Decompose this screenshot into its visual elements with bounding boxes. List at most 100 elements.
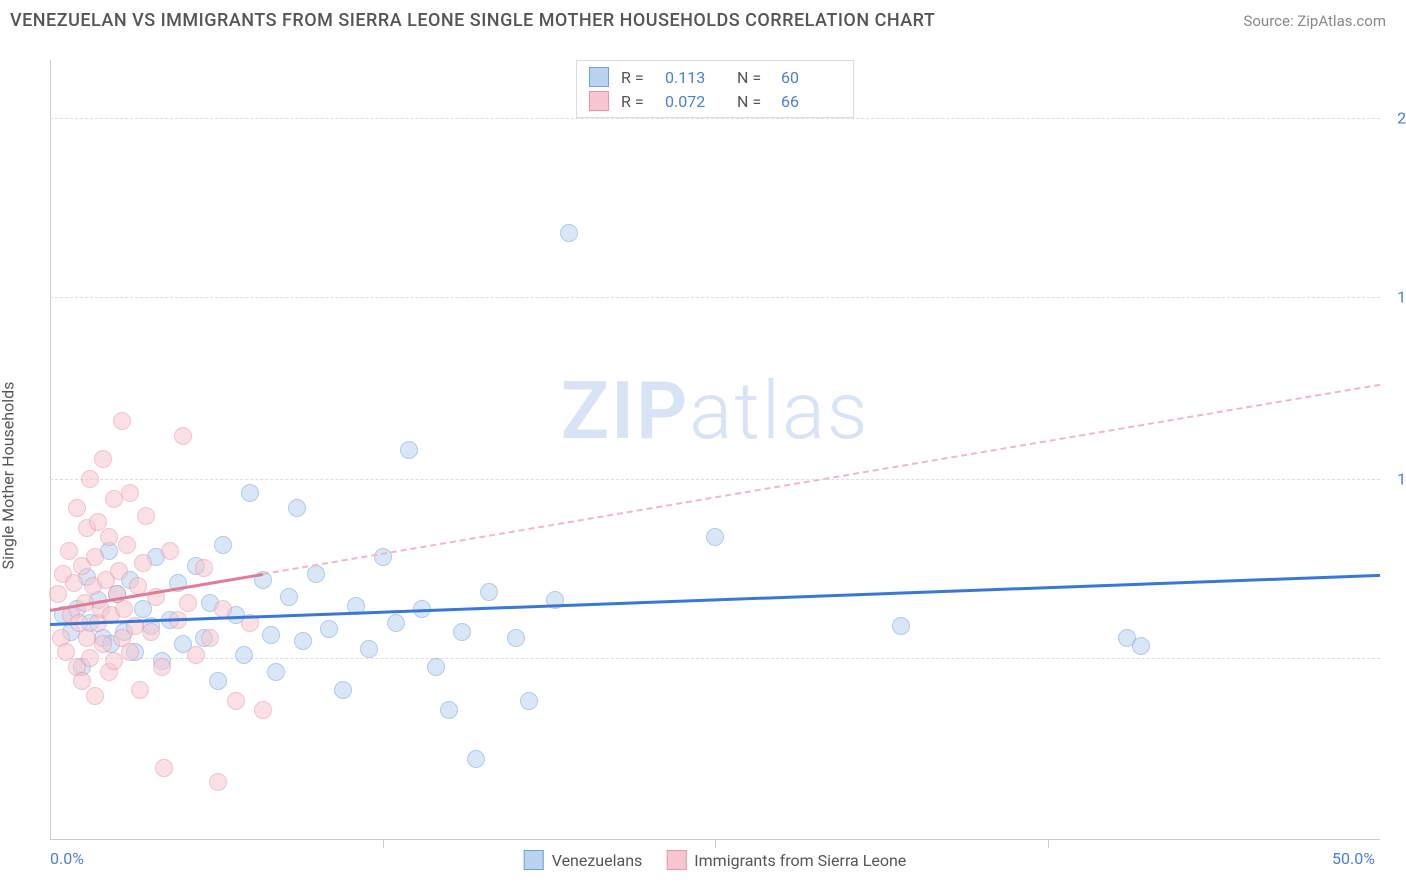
scatter-point (440, 701, 458, 719)
scatter-point (118, 536, 136, 554)
gridline-h (50, 479, 1380, 480)
scatter-point (68, 499, 86, 517)
stats-legend-box: R = 0.113 N = 60 R = 0.072 N = 66 (576, 60, 854, 118)
scatter-point (131, 681, 149, 699)
scatter-point (280, 588, 298, 606)
x-minor-tick (1048, 840, 1049, 848)
scatter-point (262, 626, 280, 644)
scatter-point (453, 623, 471, 641)
stat-value-n: 66 (781, 92, 841, 111)
watermark-text-b: atlas (689, 364, 869, 458)
stat-label-r: R = (621, 68, 653, 87)
scatter-point (560, 224, 578, 242)
gridline-h (50, 118, 1380, 119)
scatter-point (179, 594, 197, 612)
chart-title: VENEZUELAN VS IMMIGRANTS FROM SIERRA LEO… (10, 10, 935, 31)
x-minor-tick (383, 840, 384, 848)
scatter-point (214, 600, 232, 618)
scatter-point (267, 663, 285, 681)
scatter-point (227, 692, 245, 710)
x-minor-tick (715, 840, 716, 848)
stat-label-n: N = (737, 68, 769, 87)
scatter-point (480, 583, 498, 601)
legend-label: Immigrants from Sierra Leone (694, 851, 906, 870)
plot-area: ZIPatlas R = 0.113 N = 60 R = 0.072 N = … (50, 60, 1380, 840)
scatter-point (892, 617, 910, 635)
scatter-point (161, 542, 179, 560)
scatter-point (49, 585, 67, 603)
scatter-point (155, 759, 173, 777)
scatter-point (113, 412, 131, 430)
scatter-point (115, 600, 133, 618)
scatter-point (94, 450, 112, 468)
stat-label-n: N = (737, 92, 769, 111)
scatter-point (201, 629, 219, 647)
scatter-point (121, 643, 139, 661)
series-swatch-venezuelans (589, 67, 609, 87)
scatter-point (86, 548, 104, 566)
scatter-point (100, 528, 118, 546)
scatter-point (60, 542, 78, 560)
scatter-point (81, 470, 99, 488)
stats-row: R = 0.072 N = 66 (589, 89, 841, 113)
scatter-point (137, 507, 155, 525)
scatter-point (387, 614, 405, 632)
scatter-point (209, 773, 227, 791)
legend-label: Venezuelans (552, 851, 643, 870)
x-tick-label: 0.0% (50, 849, 84, 868)
y-axis-label: Single Mother Households (0, 382, 18, 570)
scatter-point (81, 649, 99, 667)
scatter-point (467, 750, 485, 768)
stat-value-r: 0.072 (665, 92, 725, 111)
series-swatch-sierra-leone (589, 91, 609, 111)
scatter-point (507, 629, 525, 647)
scatter-point (706, 528, 724, 546)
scatter-point (520, 692, 538, 710)
legend-swatch-venezuelans (524, 850, 544, 870)
scatter-point (174, 427, 192, 445)
scatter-point (235, 646, 253, 664)
scatter-point (86, 687, 104, 705)
source-label: Source: ZipAtlas.com (1243, 12, 1386, 30)
scatter-point (110, 562, 128, 580)
scatter-point (254, 701, 272, 719)
scatter-point (288, 499, 306, 517)
scatter-point (400, 441, 418, 459)
trend-line (50, 574, 1380, 626)
legend-swatch-sierra-leone (666, 850, 686, 870)
stat-value-r: 0.113 (665, 68, 725, 87)
stat-label-r: R = (621, 92, 653, 111)
scatter-point (94, 635, 112, 653)
scatter-point (187, 646, 205, 664)
watermark-text-a: ZIP (561, 364, 690, 458)
scatter-point (195, 559, 213, 577)
legend-item-sierra-leone: Immigrants from Sierra Leone (666, 850, 906, 870)
gridline-h (50, 297, 1380, 298)
scatter-point (360, 640, 378, 658)
stat-value-n: 60 (781, 68, 841, 87)
y-tick-label: 18.8% (1397, 287, 1406, 306)
scatter-point (142, 623, 160, 641)
watermark: ZIPatlas (561, 364, 870, 458)
scatter-point (334, 681, 352, 699)
scatter-point (65, 574, 83, 592)
y-tick-label: 12.5% (1397, 469, 1406, 488)
scatter-point (209, 672, 227, 690)
x-tick-label: 50.0% (1332, 849, 1375, 868)
bottom-legend: Venezuelans Immigrants from Sierra Leone (524, 850, 907, 870)
scatter-point (320, 620, 338, 638)
scatter-point (1132, 637, 1150, 655)
y-axis (50, 60, 51, 840)
chart-container: Single Mother Households ZIPatlas R = 0.… (0, 40, 1406, 892)
scatter-point (307, 565, 325, 583)
scatter-point (153, 658, 171, 676)
scatter-point (121, 484, 139, 502)
y-tick-label: 25.0% (1397, 108, 1406, 127)
scatter-point (73, 672, 91, 690)
legend-item-venezuelans: Venezuelans (524, 850, 643, 870)
scatter-point (294, 632, 312, 650)
scatter-point (134, 554, 152, 572)
scatter-point (241, 484, 259, 502)
scatter-point (214, 536, 232, 554)
scatter-point (427, 658, 445, 676)
